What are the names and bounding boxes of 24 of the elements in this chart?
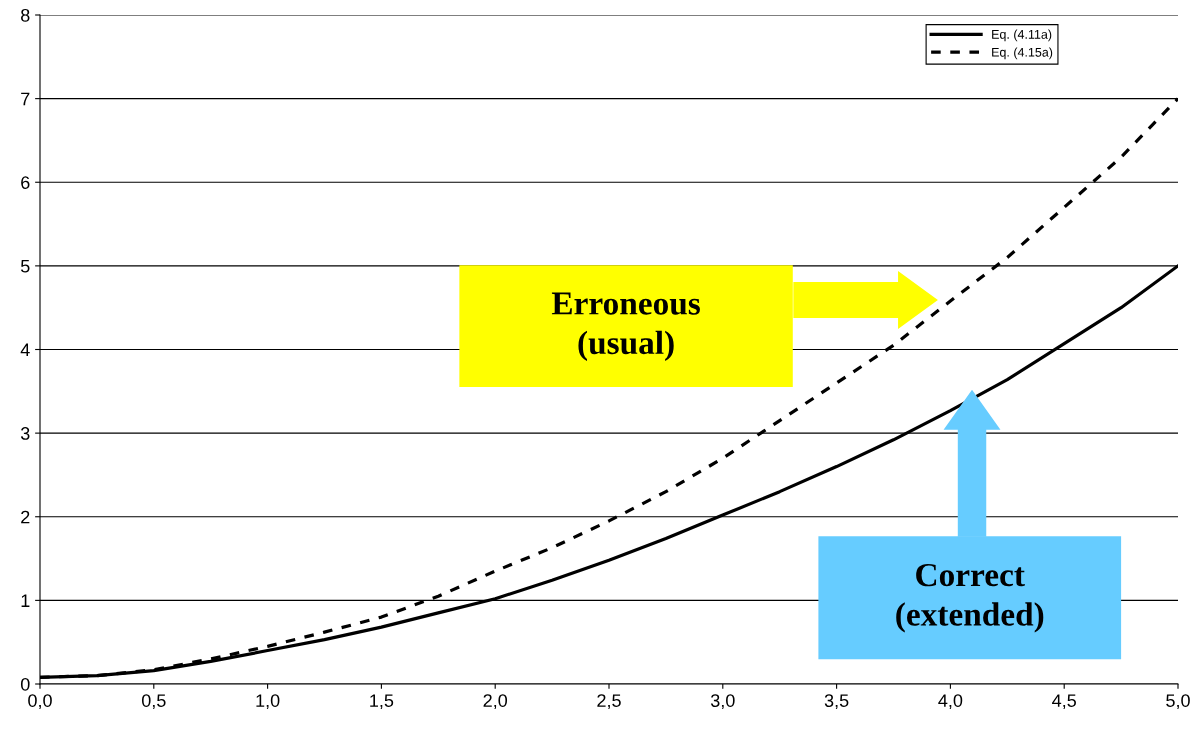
y-tick-label: 1 <box>21 594 30 607</box>
x-tick-label: 5,0 <box>1166 694 1190 710</box>
annotation: Erroneous (usual) <box>551 292 700 361</box>
annotation: Correct (extended) <box>896 563 1044 633</box>
x-tick-label: 1,5 <box>370 694 394 710</box>
x-tick-label: 4,5 <box>1052 694 1076 710</box>
y-tick-label: 7 <box>21 92 30 106</box>
y-tick-label: 6 <box>21 176 30 189</box>
x-tick-label: 0,5 <box>141 694 166 710</box>
y-tick-label: 4 <box>20 343 30 357</box>
x-tick-label: 2,0 <box>483 694 508 710</box>
legend-label: Eq. (4.11a) <box>992 29 1052 42</box>
x-tick-label: 2,5 <box>597 694 621 710</box>
y-tick-label: 2 <box>21 510 30 524</box>
y-tick-label: 0 <box>20 677 30 691</box>
y-tick-label: 3 <box>20 427 30 440</box>
x-tick-label: 3,0 <box>710 694 735 710</box>
x-tick-label: 0,0 <box>28 694 52 710</box>
x-tick-label: 3,5 <box>824 694 849 710</box>
legend-label: Eq. (4.15a) <box>992 47 1053 60</box>
y-tick-label: 8 <box>21 8 30 22</box>
x-tick-label: 1,0 <box>256 694 280 710</box>
x-tick-label: 4,0 <box>938 694 963 710</box>
y-tick-label: 5 <box>20 260 30 273</box>
